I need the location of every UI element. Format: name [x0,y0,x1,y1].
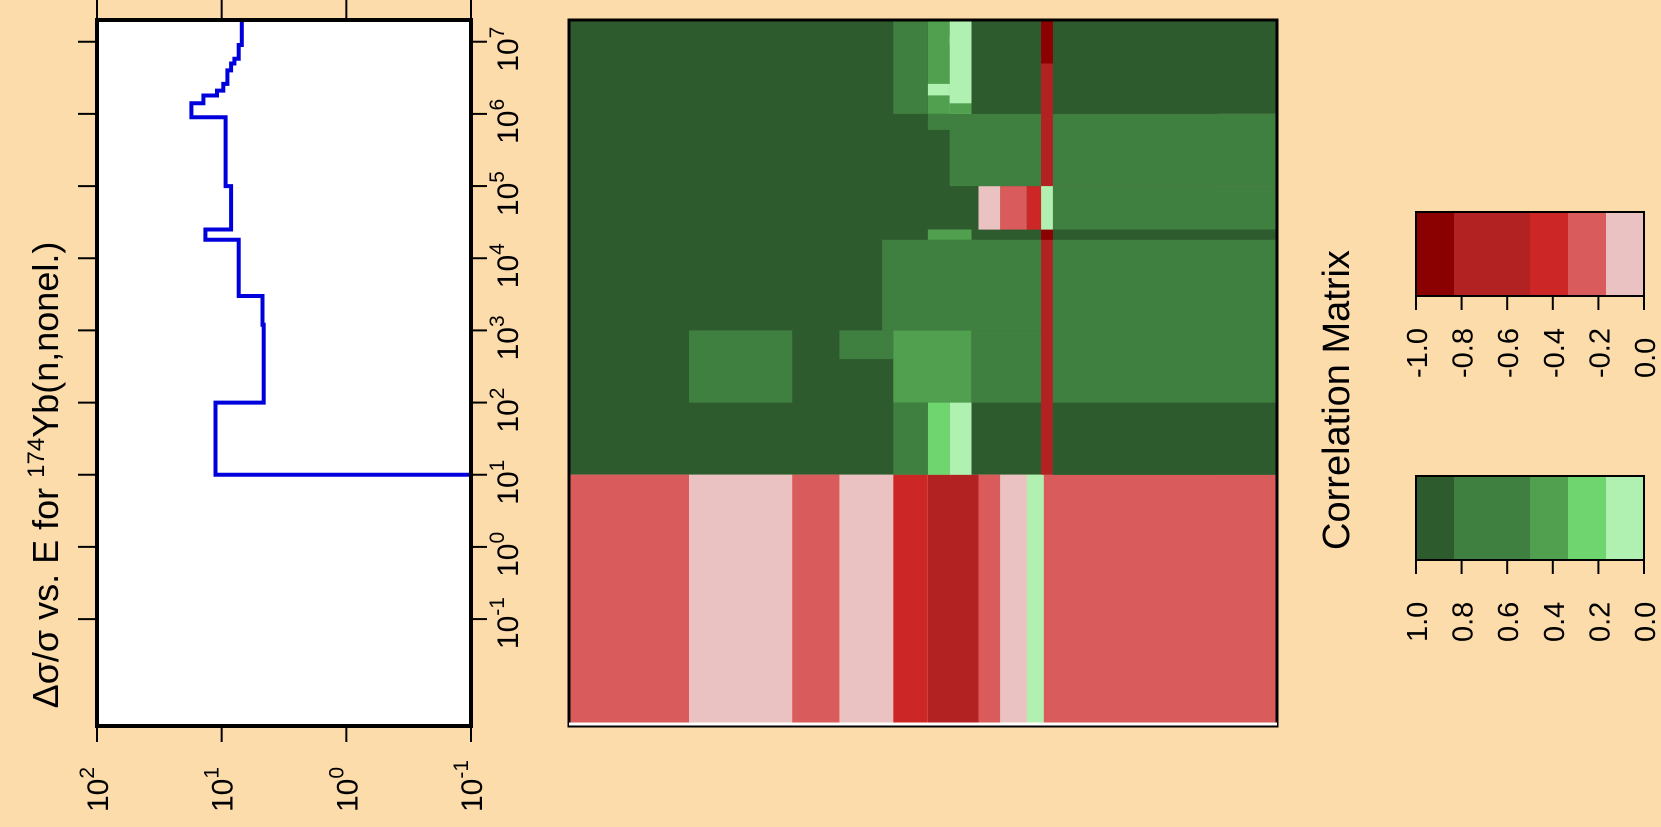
colorbar-tick-label: 0.6 [1493,602,1525,642]
heatmap-cell [893,20,928,114]
colorbar-swatch [1530,476,1569,560]
colorbar-tick-label: -0.8 [1448,328,1480,378]
colorbar-swatch [1492,476,1531,560]
heatmap-cell [949,103,972,114]
colorbar-tick-label: 0.0 [1630,338,1661,378]
heatmap-cell [839,474,894,726]
heatmap-cell [839,330,894,360]
colorbar-tick-label: -0.4 [1539,328,1571,378]
colorbar-swatch [1568,212,1607,296]
x-tick-label: 100 [325,767,364,812]
colorbar-frame [1415,211,1645,297]
heatmap-cells [569,20,1277,726]
heatmap-cell [1052,402,1277,475]
y-tick-label: 102 [486,388,525,433]
heatmap-cell [1041,186,1053,230]
colorbar-swatch [1416,212,1455,296]
y-tick-label: 107 [486,27,525,72]
heatmap-cell [927,474,979,726]
heatmap-cell [1041,113,1277,187]
heatmap-cell [1000,186,1027,230]
heatmap-cell [689,474,793,726]
y-tick-label: 106 [486,99,525,144]
colorbar-negative: -1.0 -0.8 -0.6 -0.4 -0.2 0.0 [1402,211,1661,378]
legend-title: Correlation Matrix [1316,250,1358,550]
plot-title: Δσ/σ vs. E for 174Yb(n,nonel.) [23,242,66,709]
heatmap-cell [1052,229,1277,240]
heatmap-cell [978,186,1001,230]
heatmap-cell [927,20,950,114]
colorbar-tick-label: 1.0 [1402,602,1434,642]
heatmap-cell [893,330,972,403]
uncertainty-x-ticks: 102 101 100 10-1 [76,0,489,812]
colorbar-positive: 1.0 0.8 0.6 0.4 0.2 0.0 [1402,475,1661,642]
colorbar-tick-label: -0.2 [1584,328,1616,378]
colorbar-tick-label: 0.0 [1630,602,1661,642]
heatmap-cell [927,113,972,130]
colorbar-tick-label: 0.2 [1584,602,1616,642]
heatmap-cell [1041,20,1053,475]
colorbar-swatch [1606,476,1645,560]
y-tick-label: 103 [486,315,525,360]
heatmap-cell [689,330,793,403]
colorbar-swatch [1568,476,1607,560]
heatmap-cell [1041,20,1053,64]
y-tick-label: 10-1 [486,597,525,649]
colorbar-tick-label: -0.6 [1493,328,1525,378]
y-tick-label: 100 [486,532,525,577]
heatmap-cell [1026,474,1044,726]
heatmap-cell [927,83,950,96]
correlation-heatmap [567,18,1279,728]
heatmap-cell [882,239,974,331]
heatmap-frame [567,18,1279,728]
colorbar-tick-label: 0.8 [1448,602,1480,642]
heatmap-cell [1043,474,1277,726]
colorbar-swatch [1454,476,1493,560]
y-tick-label: 105 [486,171,525,216]
heatmap-cell [893,474,928,726]
heatmap-cell [949,36,972,45]
heatmap-cell [569,474,689,726]
colorbar-swatch [1416,476,1455,560]
heatmap-cell [1052,20,1277,114]
colorbar-swatch [1454,212,1493,296]
uncertainty-frame [95,18,473,728]
colorbar-tick-label: 0.4 [1539,602,1571,642]
energy-y-ticks: 10-1 100 101 102 103 104 105 106 107 [78,27,525,649]
x-tick-label: 10-1 [450,760,489,812]
y-tick-label: 104 [486,243,525,288]
heatmap-cell [949,83,972,104]
heatmap-cell [1026,186,1042,230]
heatmap-cell [1041,229,1053,240]
colorbar-frame [1415,475,1645,561]
heatmap-cell [1000,474,1027,726]
heatmap-cell [927,229,972,240]
x-tick-label: 102 [76,767,115,812]
uncertainty-plot-area [97,20,471,726]
heatmap-cell [949,402,972,475]
colorbar-swatch [1530,212,1569,296]
colorbar-swatch [1492,212,1531,296]
colorbar-swatch [1606,212,1645,296]
uncertainty-step-line [189,18,473,726]
heatmap-cell [893,402,928,475]
heatmap-cell [927,402,950,475]
y-tick-label: 101 [486,460,525,505]
heatmap-cell [978,474,1001,726]
heatmap-cell [792,474,840,726]
colorbar-tick-label: -1.0 [1402,328,1434,378]
x-tick-label: 101 [201,767,240,812]
